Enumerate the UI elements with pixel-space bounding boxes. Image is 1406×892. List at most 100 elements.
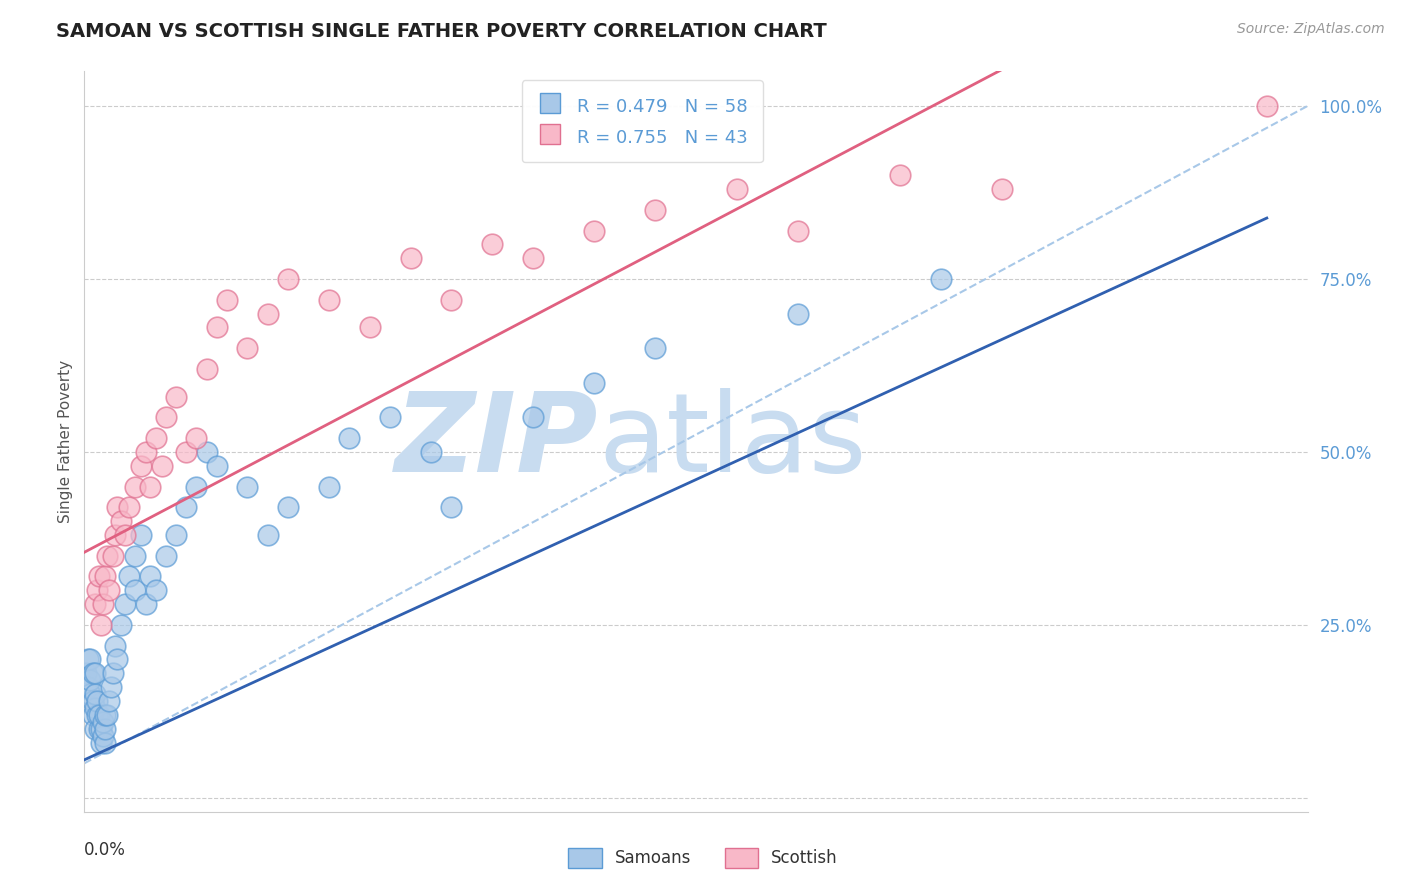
- Point: [359, 320, 381, 334]
- Text: 0.0%: 0.0%: [84, 841, 127, 859]
- Text: Source: ZipAtlas.com: Source: ZipAtlas.com: [1237, 22, 1385, 37]
- Point: [205, 320, 228, 334]
- Point: [186, 479, 208, 493]
- Point: [124, 583, 146, 598]
- Point: [138, 569, 160, 583]
- Point: [91, 714, 114, 729]
- Point: [100, 680, 122, 694]
- Point: [110, 514, 132, 528]
- Point: [79, 673, 101, 688]
- Point: [101, 549, 124, 563]
- Point: [131, 458, 153, 473]
- Point: [105, 500, 128, 515]
- Point: [165, 528, 187, 542]
- Point: [186, 431, 208, 445]
- Point: [101, 666, 124, 681]
- Legend: R = 0.479   N = 58, R = 0.755   N = 43: R = 0.479 N = 58, R = 0.755 N = 43: [522, 80, 762, 162]
- Point: [118, 569, 141, 583]
- Point: [644, 341, 666, 355]
- Point: [583, 376, 606, 390]
- Point: [725, 182, 748, 196]
- Point: [124, 479, 146, 493]
- Legend: Samoans, Scottish: Samoans, Scottish: [561, 841, 845, 875]
- Point: [257, 306, 280, 320]
- Point: [135, 445, 157, 459]
- Point: [522, 251, 544, 265]
- Point: [165, 390, 187, 404]
- Y-axis label: Single Father Poverty: Single Father Poverty: [58, 360, 73, 523]
- Point: [114, 528, 136, 542]
- Point: [93, 569, 115, 583]
- Point: [93, 735, 115, 749]
- Point: [174, 500, 197, 515]
- Point: [150, 458, 173, 473]
- Point: [145, 583, 167, 598]
- Point: [118, 500, 141, 515]
- Point: [86, 583, 108, 598]
- Point: [86, 694, 108, 708]
- Point: [135, 597, 157, 611]
- Point: [277, 500, 299, 515]
- Point: [86, 707, 108, 722]
- Point: [991, 182, 1014, 196]
- Point: [138, 479, 160, 493]
- Point: [87, 569, 110, 583]
- Point: [583, 223, 606, 237]
- Point: [77, 652, 100, 666]
- Point: [91, 597, 114, 611]
- Point: [104, 528, 127, 542]
- Point: [257, 528, 280, 542]
- Point: [97, 583, 120, 598]
- Point: [97, 694, 120, 708]
- Text: SAMOAN VS SCOTTISH SINGLE FATHER POVERTY CORRELATION CHART: SAMOAN VS SCOTTISH SINGLE FATHER POVERTY…: [56, 22, 827, 41]
- Point: [380, 410, 402, 425]
- Point: [75, 666, 97, 681]
- Point: [929, 272, 952, 286]
- Point: [79, 687, 101, 701]
- Point: [1256, 99, 1278, 113]
- Point: [77, 680, 100, 694]
- Point: [131, 528, 153, 542]
- Point: [82, 707, 104, 722]
- Point: [93, 707, 115, 722]
- Point: [236, 341, 259, 355]
- Point: [174, 445, 197, 459]
- Point: [83, 687, 105, 701]
- Point: [339, 431, 361, 445]
- Point: [104, 639, 127, 653]
- Point: [205, 458, 228, 473]
- Point: [96, 707, 118, 722]
- Point: [96, 549, 118, 563]
- Point: [83, 666, 105, 681]
- Point: [91, 729, 114, 743]
- Point: [79, 652, 101, 666]
- Point: [644, 202, 666, 217]
- Point: [83, 701, 105, 715]
- Text: ZIP: ZIP: [395, 388, 598, 495]
- Point: [195, 362, 218, 376]
- Point: [787, 306, 810, 320]
- Point: [82, 666, 104, 681]
- Point: [145, 431, 167, 445]
- Point: [155, 410, 177, 425]
- Point: [155, 549, 177, 563]
- Point: [195, 445, 218, 459]
- Point: [83, 722, 105, 736]
- Point: [90, 722, 112, 736]
- Point: [124, 549, 146, 563]
- Point: [90, 735, 112, 749]
- Point: [90, 618, 112, 632]
- Point: [114, 597, 136, 611]
- Point: [87, 722, 110, 736]
- Point: [522, 410, 544, 425]
- Point: [318, 293, 340, 307]
- Point: [481, 237, 503, 252]
- Point: [787, 223, 810, 237]
- Point: [236, 479, 259, 493]
- Point: [889, 168, 911, 182]
- Point: [105, 652, 128, 666]
- Point: [110, 618, 132, 632]
- Point: [318, 479, 340, 493]
- Point: [440, 500, 463, 515]
- Point: [217, 293, 239, 307]
